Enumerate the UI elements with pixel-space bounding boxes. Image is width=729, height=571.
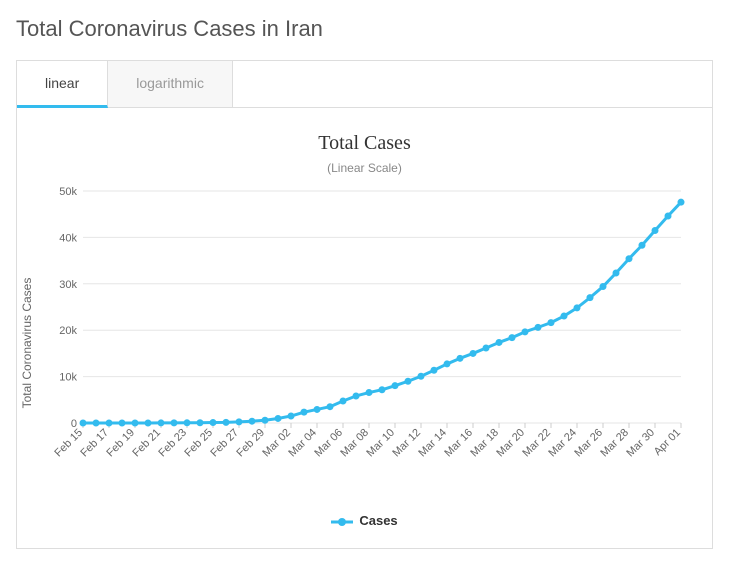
svg-text:Feb 25: Feb 25 [182,427,215,460]
svg-text:Mar 24: Mar 24 [546,427,579,460]
svg-text:Feb 19: Feb 19 [104,427,137,460]
svg-text:Apr 01: Apr 01 [651,427,682,458]
svg-text:Mar 28: Mar 28 [598,427,631,460]
svg-text:Mar 10: Mar 10 [364,427,397,460]
svg-text:Feb 21: Feb 21 [130,427,163,460]
svg-text:Feb 27: Feb 27 [208,427,241,460]
svg-text:Mar 12: Mar 12 [390,427,423,460]
svg-text:10k: 10k [59,372,77,384]
svg-text:Mar 08: Mar 08 [338,427,371,460]
tab-linear[interactable]: linear [17,61,108,108]
svg-text:Mar 14: Mar 14 [416,427,449,460]
scale-tabs: linear logarithmic [17,61,712,108]
svg-text:50k: 50k [59,186,77,198]
chart-subtitle: (Linear Scale) [27,161,702,175]
svg-text:Mar 16: Mar 16 [442,427,475,460]
chart-legend: Cases [27,513,702,528]
svg-text:Feb 29: Feb 29 [234,427,267,460]
chart-svg: 010k20k30k40k50kFeb 15Feb 17Feb 19Feb 21… [35,183,695,503]
svg-text:Mar 22: Mar 22 [520,427,553,460]
page-title: Total Coronavirus Cases in Iran [16,16,713,42]
svg-text:40k: 40k [59,232,77,244]
svg-text:Mar 02: Mar 02 [260,427,293,460]
chart-plot: Total Coronavirus Cases 010k20k30k40k50k… [35,183,695,503]
chart-ylabel: Total Coronavirus Cases [20,278,34,409]
svg-text:Mar 06: Mar 06 [312,427,345,460]
svg-text:Feb 15: Feb 15 [52,427,85,460]
svg-text:Mar 26: Mar 26 [572,427,605,460]
svg-text:Mar 18: Mar 18 [468,427,501,460]
svg-text:20k: 20k [59,325,77,337]
svg-text:Feb 17: Feb 17 [78,427,111,460]
legend-swatch [331,516,353,528]
chart-title: Total Cases [27,132,702,155]
svg-text:Feb 23: Feb 23 [156,427,189,460]
tab-logarithmic[interactable]: logarithmic [108,61,233,107]
legend-label: Cases [359,513,397,528]
svg-text:Mar 20: Mar 20 [494,427,527,460]
chart-container: Total Cases (Linear Scale) Total Coronav… [17,108,712,548]
chart-card: linear logarithmic Total Cases (Linear S… [16,60,713,549]
svg-text:Mar 04: Mar 04 [286,427,319,460]
svg-text:30k: 30k [59,279,77,291]
svg-text:Mar 30: Mar 30 [624,427,657,460]
